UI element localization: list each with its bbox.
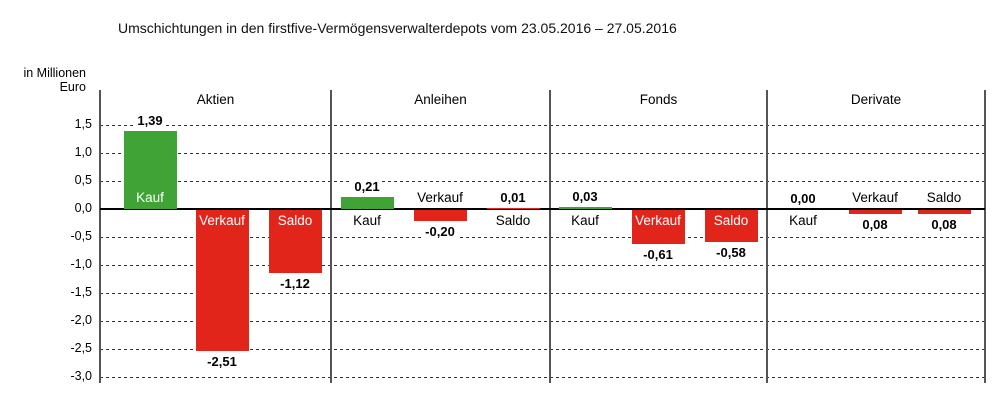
bar-name-label: Saldo (926, 190, 962, 205)
gridline (100, 236, 985, 238)
gridline (100, 320, 985, 322)
bar-value-label: 0,08 (899, 217, 989, 232)
bar (558, 207, 612, 209)
y-tick-label: -0,5 (70, 229, 92, 243)
gridline (100, 376, 985, 378)
chart-title: Umschichtungen in den firstfive-Vermögen… (118, 20, 677, 36)
bar-value-label: 0,03 (540, 189, 630, 204)
bar-name-label: Verkauf (417, 190, 463, 205)
bar-value-text: -1,12 (278, 276, 312, 291)
group-separator (549, 90, 551, 383)
bar-value-label: 1,39 (105, 113, 195, 128)
bar-value-text: 0,08 (860, 217, 890, 232)
group-header: Aktien (196, 92, 235, 107)
bar-name-label: Saldo (713, 213, 749, 228)
bar (123, 131, 177, 209)
y-axis-unit-label: in Millionen Euro (6, 66, 86, 95)
y-tick-label: -2,5 (70, 341, 92, 355)
bar-value-label: -0,58 (686, 245, 776, 260)
bar-value-text: 0,00 (788, 191, 818, 206)
bar (486, 208, 540, 209)
group-header: Anleihen (414, 92, 467, 107)
gridline (100, 152, 985, 154)
bar (268, 210, 322, 273)
bar (340, 197, 394, 209)
y-axis-unit-line1: in Millionen (23, 66, 86, 80)
bar-value-label: 0,00 (758, 191, 848, 206)
bar-value-text: 0,01 (498, 190, 528, 205)
bar-value-label: -0,61 (613, 247, 703, 262)
group-separator (766, 90, 768, 383)
bar-value-label: -1,12 (250, 276, 340, 291)
y-tick-label: 0,5 (74, 173, 92, 187)
zero-axis-line (100, 208, 985, 210)
bar (917, 210, 971, 214)
bar-value-label: 0,01 (468, 190, 558, 205)
bar-value-text: -0,58 (714, 245, 748, 260)
bar-value-text: 0,03 (570, 189, 600, 204)
bar-name-label: Verkauf (199, 213, 245, 228)
gridline (100, 264, 985, 266)
bar-name-label: Verkauf (852, 190, 898, 205)
y-tick-label: 1,5 (74, 117, 92, 131)
bar-name-label: Kauf (789, 213, 817, 228)
group-separator (330, 90, 332, 383)
bar-value-label: -0,20 (395, 224, 485, 239)
bar-value-text: 0,08 (929, 217, 959, 232)
gridline (100, 124, 985, 126)
y-tick-label: -1,0 (70, 257, 92, 271)
group-separator (984, 90, 986, 383)
gridline (100, 180, 985, 182)
bar-value-text: -0,20 (423, 224, 457, 239)
group-header: Fonds (639, 92, 678, 107)
y-tick-label: 1,0 (74, 145, 92, 159)
bar (704, 210, 758, 242)
bar (631, 210, 685, 244)
gridline (100, 292, 985, 294)
bar-value-label: -2,51 (177, 354, 267, 369)
y-tick-label: -2,0 (70, 313, 92, 327)
bar-value-text: -2,51 (205, 354, 239, 369)
group-header: Derivate (850, 92, 902, 107)
bar-value-text: 1,39 (135, 113, 165, 128)
bar (413, 210, 467, 221)
bar (195, 210, 249, 351)
bar-value-text: 0,21 (352, 179, 382, 194)
bar-name-label: Saldo (495, 213, 531, 228)
bar-name-label: Saldo (277, 213, 313, 228)
y-tick-label: 0,0 (74, 201, 92, 215)
bar-name-label: Kauf (353, 213, 381, 228)
gridline (100, 348, 985, 350)
bar-value-label: 0,21 (322, 179, 412, 194)
y-axis-unit-line2: Euro (59, 80, 86, 95)
bar-name-label: Kauf (136, 190, 164, 205)
y-tick-label: -1,5 (70, 285, 92, 299)
group-separator (99, 90, 101, 383)
bar-name-label: Verkauf (635, 213, 681, 228)
y-tick-label: -3,0 (70, 369, 92, 383)
bar-value-label: 0,08 (830, 217, 920, 232)
bar-value-text: -0,61 (641, 247, 675, 262)
bar (848, 210, 902, 214)
bar-name-label: Kauf (571, 213, 599, 228)
